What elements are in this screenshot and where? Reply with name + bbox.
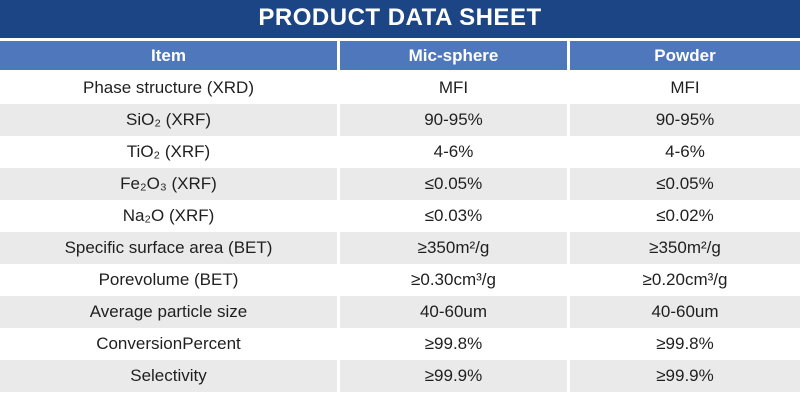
mic-sphere-cell: MFI xyxy=(340,72,570,104)
powder-cell: 4-6% xyxy=(570,136,800,168)
product-spec-table: Item Mic-sphere Powder Phase structure (… xyxy=(0,41,800,392)
mic-sphere-cell: ≥350m²/g xyxy=(340,232,570,264)
table-row-tio2: TiO₂ (XRF) 4-6% 4-6% xyxy=(0,136,800,168)
table-row-specific-surface-area: Specific surface area (BET) ≥350m²/g ≥35… xyxy=(0,232,800,264)
powder-cell: 40-60um xyxy=(570,296,800,328)
column-header-item: Item xyxy=(0,41,340,72)
mic-sphere-cell: ≤0.05% xyxy=(340,168,570,200)
powder-cell: ≥99.9% xyxy=(570,360,800,392)
mic-sphere-cell: ≥99.8% xyxy=(340,328,570,360)
powder-cell: ≤0.02% xyxy=(570,200,800,232)
powder-cell: ≥350m²/g xyxy=(570,232,800,264)
mic-sphere-cell: 90-95% xyxy=(340,104,570,136)
powder-cell: ≥99.8% xyxy=(570,328,800,360)
powder-cell: ≥0.20cm³/g xyxy=(570,264,800,296)
item-cell: ConversionPercent xyxy=(0,328,340,360)
item-cell: Selectivity xyxy=(0,360,340,392)
table-row-average-particle-size: Average particle size 40-60um 40-60um xyxy=(0,296,800,328)
item-cell: Phase structure (XRD) xyxy=(0,72,340,104)
item-cell: Specific surface area (BET) xyxy=(0,232,340,264)
table-row-na2o: Na₂O (XRF) ≤0.03% ≤0.02% xyxy=(0,200,800,232)
table-row-selectivity: Selectivity ≥99.9% ≥99.9% xyxy=(0,360,800,392)
table-header: Item Mic-sphere Powder xyxy=(0,41,800,72)
powder-cell: ≤0.05% xyxy=(570,168,800,200)
item-cell: SiO₂ (XRF) xyxy=(0,104,340,136)
table-body: Phase structure (XRD) MFI MFI SiO₂ (XRF)… xyxy=(0,72,800,392)
page-title: PRODUCT DATA SHEET xyxy=(258,4,542,31)
mic-sphere-cell: ≤0.03% xyxy=(340,200,570,232)
table-row-phase-structure: Phase structure (XRD) MFI MFI xyxy=(0,72,800,104)
mic-sphere-cell: ≥99.9% xyxy=(340,360,570,392)
column-header-powder: Powder xyxy=(570,41,800,72)
mic-sphere-cell: 4-6% xyxy=(340,136,570,168)
powder-cell: 90-95% xyxy=(570,104,800,136)
item-cell: Fe₂O₃ (XRF) xyxy=(0,168,340,200)
column-header-mic-sphere: Mic-sphere xyxy=(340,41,570,72)
powder-cell: MFI xyxy=(570,72,800,104)
header-row: Item Mic-sphere Powder xyxy=(0,41,800,72)
item-cell: Porevolume (BET) xyxy=(0,264,340,296)
table-row-porevolume: Porevolume (BET) ≥0.30cm³/g ≥0.20cm³/g xyxy=(0,264,800,296)
item-cell: Na₂O (XRF) xyxy=(0,200,340,232)
table-row-sio2: SiO₂ (XRF) 90-95% 90-95% xyxy=(0,104,800,136)
mic-sphere-cell: 40-60um xyxy=(340,296,570,328)
table-row-conversion-percent: ConversionPercent ≥99.8% ≥99.8% xyxy=(0,328,800,360)
banner: PRODUCT DATA SHEET xyxy=(0,0,800,41)
item-cell: TiO₂ (XRF) xyxy=(0,136,340,168)
mic-sphere-cell: ≥0.30cm³/g xyxy=(340,264,570,296)
table-row-fe2o3: Fe₂O₃ (XRF) ≤0.05% ≤0.05% xyxy=(0,168,800,200)
item-cell: Average particle size xyxy=(0,296,340,328)
